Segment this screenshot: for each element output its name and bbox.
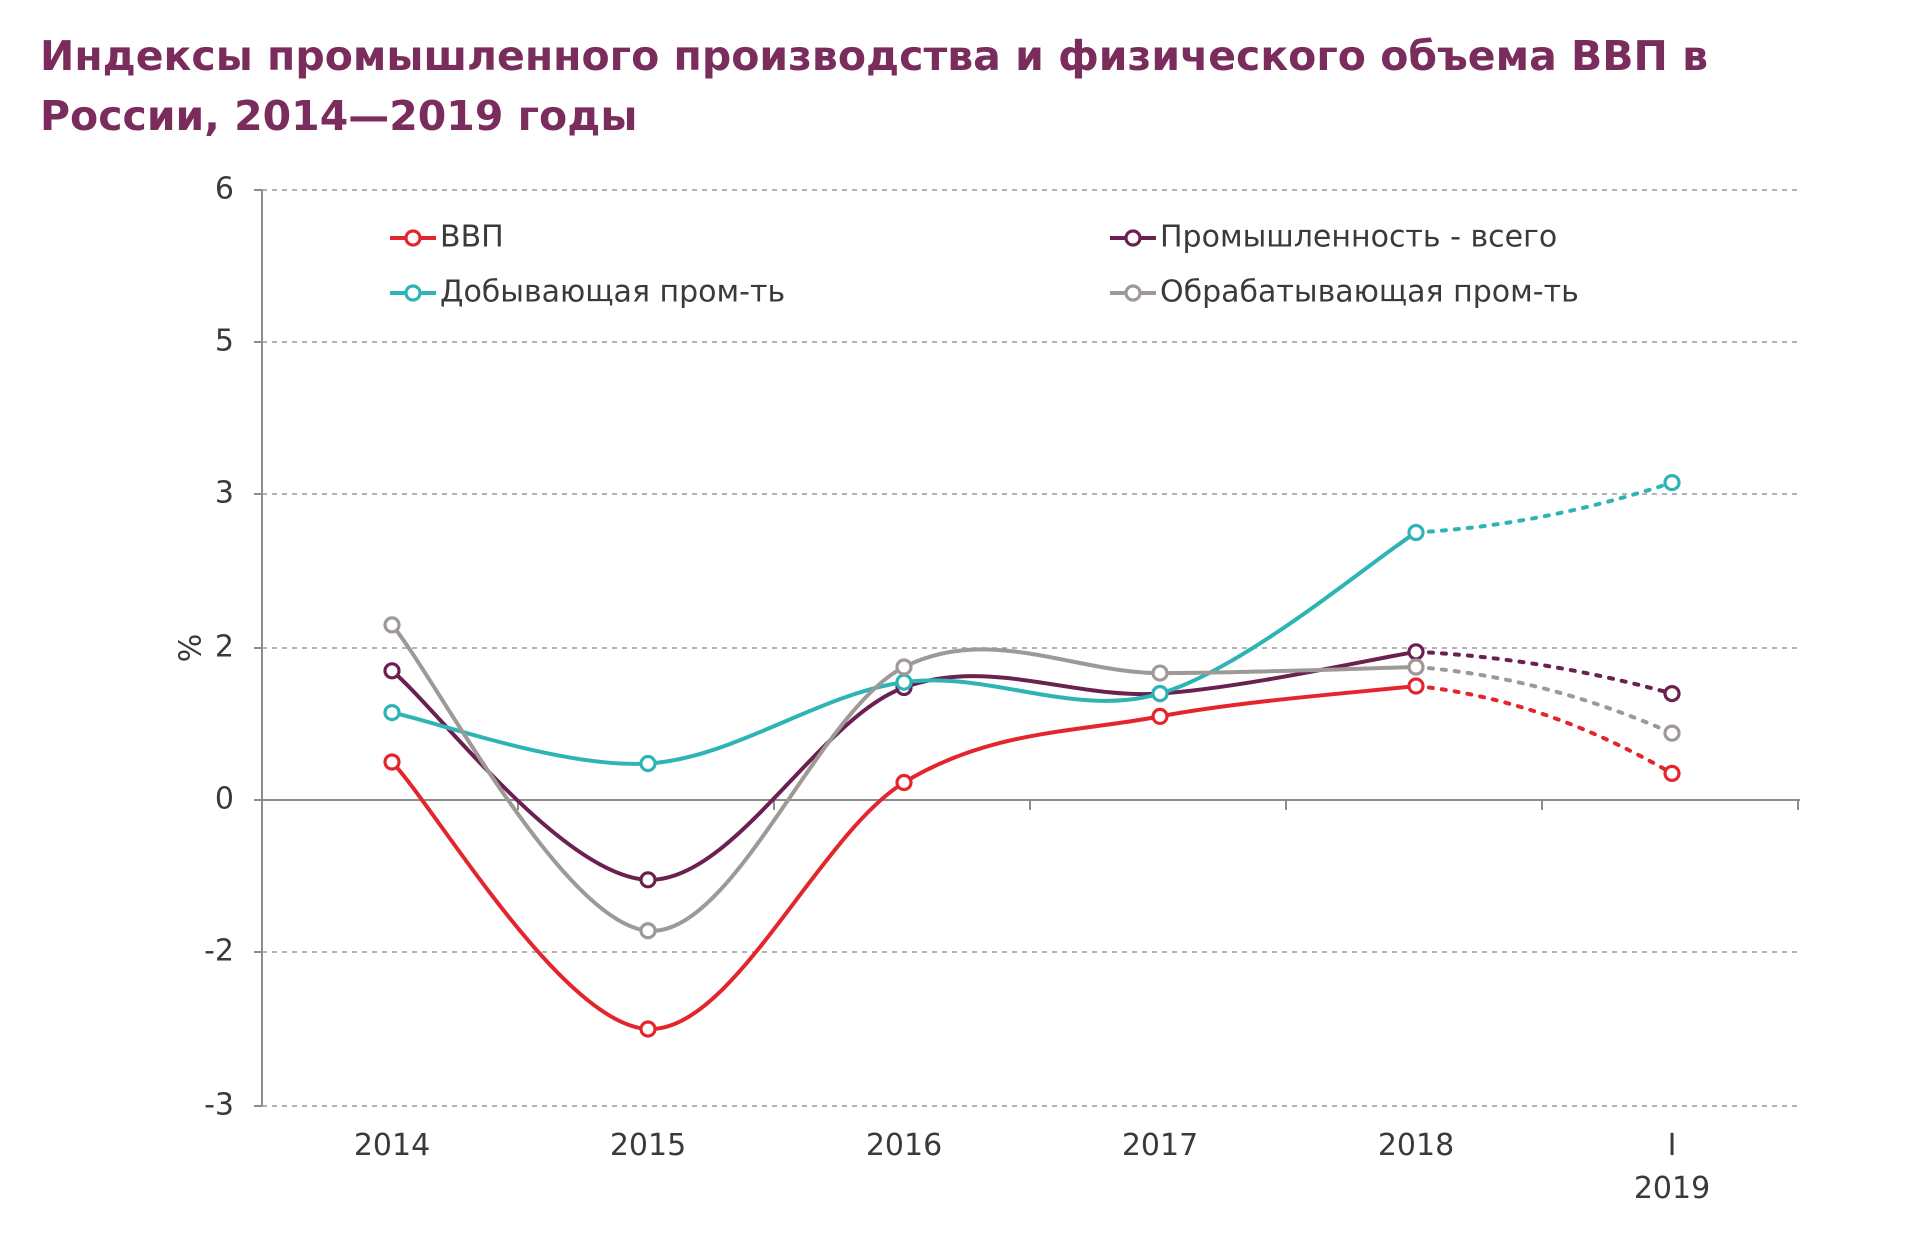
data-point	[1407, 658, 1425, 676]
chart-title: Индексы промышленного производства и физ…	[40, 32, 1709, 140]
legend: ВВП Промышленность - всего Добывающая пром…	[390, 220, 1579, 310]
series-markers	[383, 474, 1681, 1038]
legend-swatch-marker	[404, 229, 422, 247]
x-tick-label: 2018	[1378, 1128, 1454, 1163]
data-point	[1151, 707, 1169, 726]
x-tick-label: 2016	[866, 1128, 942, 1163]
data-point	[1407, 677, 1425, 695]
grid	[262, 189, 1800, 1107]
y-tick-labels: 6 5 3 2 0 -2 -3	[204, 172, 234, 1123]
y-axis-label: %	[174, 634, 209, 663]
y-tick-label: -2	[204, 934, 234, 969]
data-point	[895, 658, 913, 676]
legend-label: Добывающая пром-ть	[440, 275, 785, 310]
x-tick-label: I	[1668, 1128, 1677, 1163]
data-point	[895, 773, 913, 792]
series-lines	[390, 480, 1674, 1032]
data-point	[383, 753, 401, 771]
series-line	[390, 684, 1418, 1032]
data-point	[639, 922, 657, 940]
data-point	[639, 754, 657, 773]
data-point	[1151, 684, 1169, 703]
legend-label: Обрабатывающая пром-ть	[1160, 275, 1579, 310]
data-point	[1407, 643, 1425, 661]
data-point	[895, 673, 913, 691]
data-point	[383, 662, 401, 680]
data-point	[1151, 664, 1169, 682]
x-tick-label: 2017	[1122, 1128, 1198, 1163]
data-point	[1663, 724, 1681, 742]
series-line-forecast	[1414, 665, 1674, 736]
y-tick-label: 3	[215, 476, 234, 511]
legend-item: Промышленность - всего	[1110, 220, 1557, 255]
series-line	[390, 649, 1418, 882]
x-tick-label: 2015	[610, 1128, 686, 1163]
series-line-forecast	[1414, 649, 1674, 696]
legend-item: Добывающая пром-ть	[390, 275, 785, 310]
data-point	[383, 703, 401, 722]
x-tick-label-line2: 2019	[1634, 1171, 1710, 1206]
x-tick-label: 2014	[354, 1128, 430, 1163]
data-point	[1663, 764, 1681, 783]
data-point	[383, 616, 401, 634]
data-point	[1407, 523, 1425, 542]
x-tick-labels: 2014 2015 2016 2017 2018 I 2019	[354, 1128, 1710, 1206]
series-line	[390, 622, 1418, 933]
y-tick-label: 0	[215, 782, 234, 817]
data-point	[639, 871, 657, 889]
data-point	[1663, 684, 1681, 703]
legend-label: Промышленность - всего	[1160, 220, 1557, 255]
legend-swatch-marker	[1124, 284, 1142, 302]
legend-swatch-marker	[1124, 229, 1142, 247]
legend-item: ВВП	[390, 220, 504, 255]
legend-swatch-marker	[404, 284, 422, 302]
y-tick-label: -3	[204, 1088, 234, 1123]
y-tick-label: 5	[215, 324, 234, 359]
y-tick-label: 6	[215, 172, 234, 207]
data-point	[1663, 474, 1681, 492]
y-tick-label: 2	[215, 630, 234, 665]
legend-label: ВВП	[440, 220, 504, 255]
series-line-forecast	[1414, 480, 1674, 535]
series-line-forecast	[1414, 684, 1674, 776]
legend-item: Обрабатывающая пром-ть	[1110, 275, 1579, 310]
data-point	[639, 1020, 657, 1038]
